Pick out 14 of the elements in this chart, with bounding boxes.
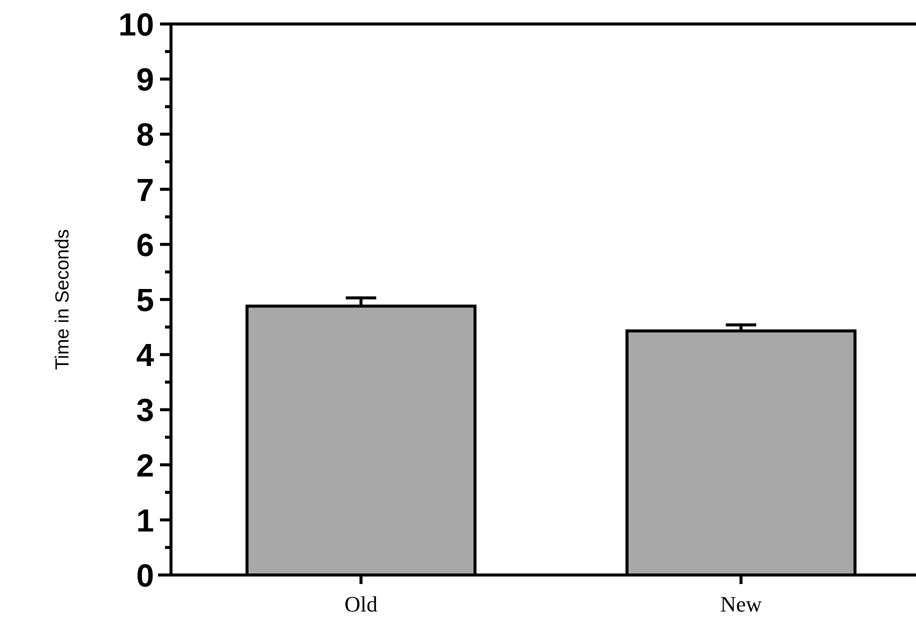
y-tick-label: 8: [136, 116, 154, 153]
y-tick-label: 2: [136, 447, 154, 484]
y-tick-label: 3: [136, 392, 154, 428]
y-tick-label: 4: [136, 337, 154, 374]
y-tick-label: 1: [136, 502, 154, 538]
y-tick-label: 9: [136, 62, 154, 98]
x-tick-label: New: [720, 592, 762, 617]
y-tick-label: 0: [136, 558, 154, 594]
y-tick-label: 10: [118, 6, 154, 43]
y-axis-title: Time in Seconds: [52, 229, 74, 370]
y-tick-label: 5: [136, 282, 154, 318]
y-tick-label: 7: [136, 172, 154, 208]
x-tick-label: Old: [344, 592, 378, 617]
y-tick-label: 6: [136, 226, 154, 263]
